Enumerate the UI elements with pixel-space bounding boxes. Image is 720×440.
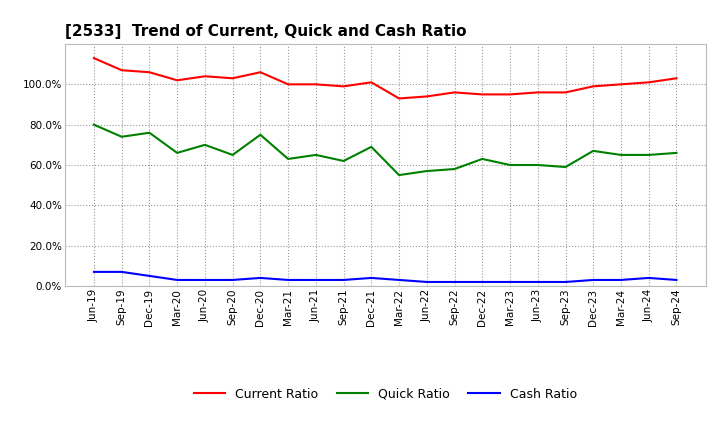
Quick Ratio (672, 150, 681, 156)
Cash Ratio (423, 279, 431, 285)
Current Ratio (117, 68, 126, 73)
Current Ratio (589, 84, 598, 89)
Quick Ratio (312, 152, 320, 158)
Quick Ratio (367, 144, 376, 150)
Cash Ratio (228, 277, 237, 282)
Cash Ratio (616, 277, 625, 282)
Current Ratio (228, 76, 237, 81)
Cash Ratio (117, 269, 126, 275)
Line: Quick Ratio: Quick Ratio (94, 125, 677, 175)
Line: Cash Ratio: Cash Ratio (94, 272, 677, 282)
Quick Ratio (228, 152, 237, 158)
Cash Ratio (534, 279, 542, 285)
Quick Ratio (589, 148, 598, 154)
Cash Ratio (450, 279, 459, 285)
Current Ratio (395, 96, 403, 101)
Quick Ratio (339, 158, 348, 164)
Current Ratio (450, 90, 459, 95)
Cash Ratio (173, 277, 181, 282)
Current Ratio (534, 90, 542, 95)
Cash Ratio (312, 277, 320, 282)
Current Ratio (89, 55, 98, 61)
Quick Ratio (478, 156, 487, 161)
Current Ratio (256, 70, 265, 75)
Cash Ratio (561, 279, 570, 285)
Quick Ratio (284, 156, 292, 161)
Cash Ratio (339, 277, 348, 282)
Cash Ratio (367, 275, 376, 281)
Current Ratio (644, 80, 653, 85)
Cash Ratio (644, 275, 653, 281)
Quick Ratio (201, 142, 210, 147)
Text: [2533]  Trend of Current, Quick and Cash Ratio: [2533] Trend of Current, Quick and Cash … (65, 24, 467, 39)
Cash Ratio (395, 277, 403, 282)
Current Ratio (672, 76, 681, 81)
Quick Ratio (395, 172, 403, 178)
Cash Ratio (505, 279, 514, 285)
Quick Ratio (89, 122, 98, 127)
Current Ratio (173, 77, 181, 83)
Current Ratio (339, 84, 348, 89)
Cash Ratio (89, 269, 98, 275)
Quick Ratio (450, 166, 459, 172)
Current Ratio (505, 92, 514, 97)
Cash Ratio (256, 275, 265, 281)
Cash Ratio (145, 273, 154, 279)
Cash Ratio (478, 279, 487, 285)
Quick Ratio (534, 162, 542, 168)
Legend: Current Ratio, Quick Ratio, Cash Ratio: Current Ratio, Quick Ratio, Cash Ratio (189, 383, 582, 406)
Quick Ratio (505, 162, 514, 168)
Cash Ratio (589, 277, 598, 282)
Current Ratio (423, 94, 431, 99)
Quick Ratio (616, 152, 625, 158)
Quick Ratio (173, 150, 181, 156)
Current Ratio (561, 90, 570, 95)
Cash Ratio (201, 277, 210, 282)
Quick Ratio (256, 132, 265, 137)
Current Ratio (478, 92, 487, 97)
Quick Ratio (117, 134, 126, 139)
Line: Current Ratio: Current Ratio (94, 58, 677, 99)
Cash Ratio (672, 277, 681, 282)
Quick Ratio (423, 169, 431, 174)
Current Ratio (616, 82, 625, 87)
Current Ratio (367, 80, 376, 85)
Quick Ratio (644, 152, 653, 158)
Current Ratio (312, 82, 320, 87)
Current Ratio (284, 82, 292, 87)
Current Ratio (145, 70, 154, 75)
Quick Ratio (145, 130, 154, 136)
Current Ratio (201, 73, 210, 79)
Quick Ratio (561, 165, 570, 170)
Cash Ratio (284, 277, 292, 282)
